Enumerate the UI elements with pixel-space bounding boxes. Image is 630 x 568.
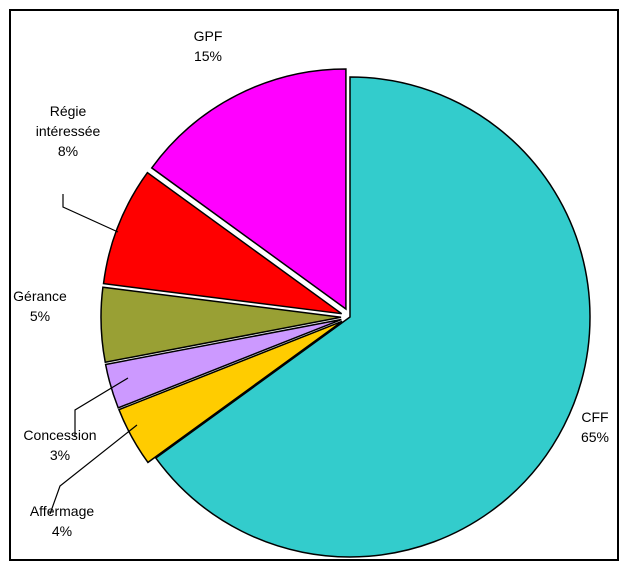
pie-slice-cff (154, 76, 591, 558)
slice-label: Affermage 4% (30, 503, 95, 539)
leader-line (49, 424, 138, 515)
pie-slice-affermage (117, 320, 343, 464)
slice-label: CFF 65% (581, 409, 609, 445)
leader-line (74, 377, 129, 437)
slice-label: Gérance 5% (13, 288, 67, 324)
pie-slice-g-rance (100, 286, 342, 364)
pie-slice-gpf (150, 68, 347, 311)
leader-line (62, 194, 119, 233)
slice-label: Concession 3% (23, 427, 96, 463)
pie-slice-r-gie-int-ress-e (102, 171, 343, 315)
slice-label: GPF 15% (194, 28, 223, 64)
slice-label: Régie intéressée 8% (36, 103, 101, 159)
pie-slice-concession (104, 318, 342, 409)
